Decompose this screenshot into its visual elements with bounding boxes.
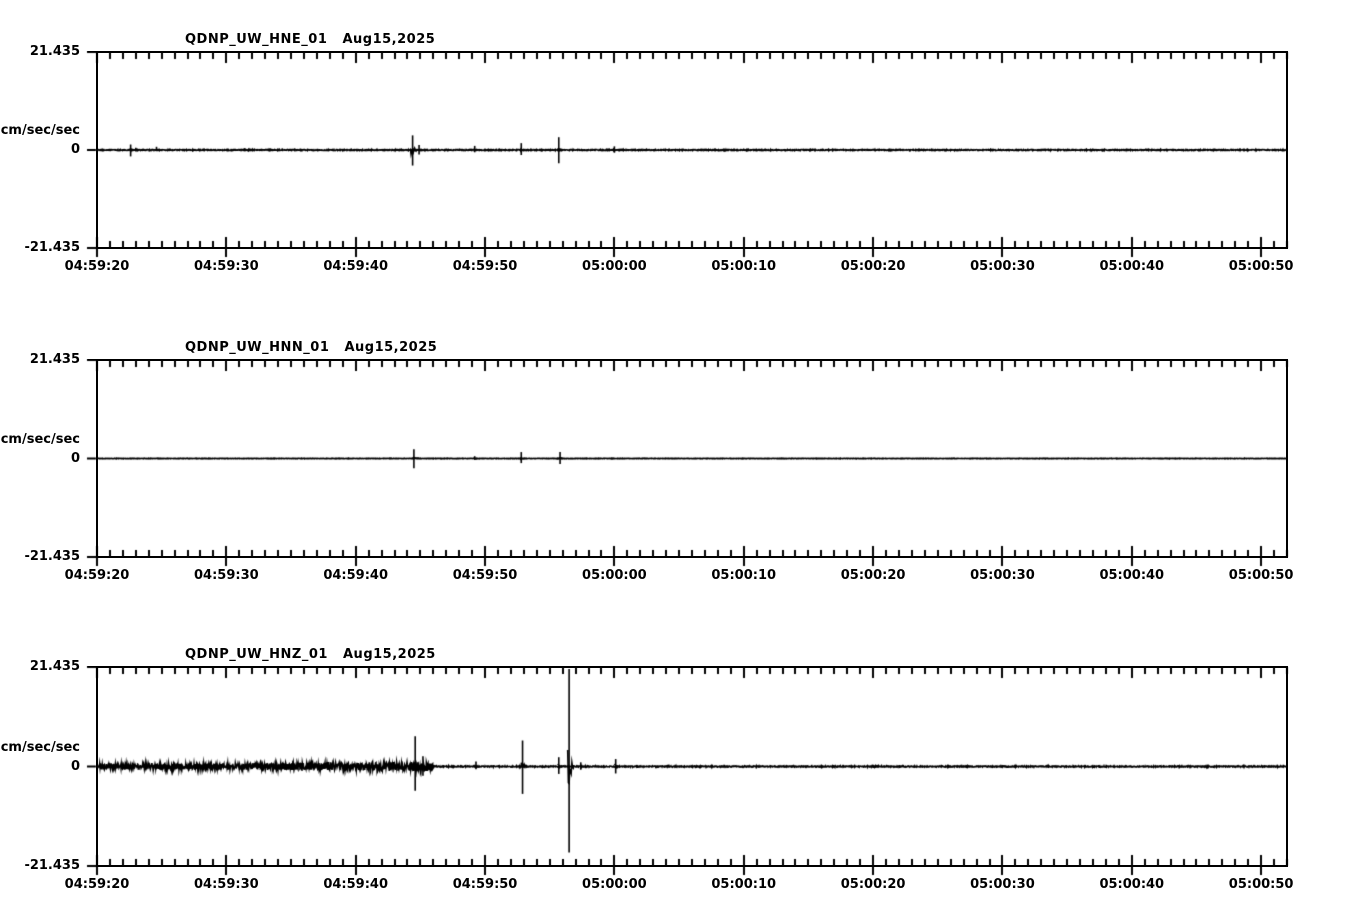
x-axis-tick-label: 04:59:30: [194, 568, 259, 583]
x-axis-tick-label: 04:59:20: [64, 568, 130, 583]
x-axis-tick-label: 05:00:30: [970, 877, 1035, 892]
x-axis-tick-label: 04:59:50: [452, 568, 518, 583]
waveform-trace: [97, 667, 1287, 866]
y-axis-units-label: cm/sec/sec: [0, 123, 80, 138]
x-axis-tick-label: 05:00:10: [711, 568, 777, 583]
x-axis-tick-label: 04:59:20: [64, 259, 130, 274]
x-axis-tick-label: 04:59:40: [323, 259, 389, 274]
x-axis-tick-label: 05:00:30: [970, 568, 1035, 583]
panel-title: QDNP_UW_HNN_01 Aug15,2025: [185, 340, 438, 355]
x-axis-tick-label: 04:59:50: [452, 877, 518, 892]
x-axis-tick-label: 05:00:50: [1228, 259, 1294, 274]
x-axis-tick-label: 05:00:20: [840, 259, 906, 274]
x-axis-tick-label: 05:00:00: [582, 568, 647, 583]
y-axis-min-label: -21.435: [24, 549, 80, 564]
waveform-trace: [97, 52, 1287, 248]
y-axis-units-label: cm/sec/sec: [0, 739, 80, 755]
y-axis-zero-label: 0: [70, 758, 80, 774]
panel-title: QDNP_UW_HNE_01 Aug15,2025: [185, 32, 436, 47]
x-axis-tick-label: 04:59:50: [452, 259, 518, 274]
y-axis-zero-label: 0: [70, 450, 80, 466]
x-axis-tick-label: 05:00:10: [711, 877, 777, 892]
x-axis-tick-label: 05:00:40: [1099, 877, 1165, 892]
y-axis-min-label: -21.435: [24, 858, 80, 873]
x-axis-tick-label: 05:00:20: [840, 877, 906, 892]
y-axis-units-label: cm/sec/sec: [0, 431, 80, 447]
y-axis-max-label: 21.435: [29, 659, 80, 674]
x-axis-tick-label: 05:00:20: [840, 568, 906, 583]
x-axis-tick-label: 05:00:50: [1228, 568, 1294, 583]
x-axis-tick-label: 05:00:50: [1228, 877, 1294, 892]
x-axis-tick-label: 05:00:30: [970, 259, 1035, 274]
x-axis-tick-label: 04:59:30: [194, 877, 259, 892]
y-axis-max-label: 21.435: [29, 44, 80, 59]
x-axis-tick-label: 05:00:10: [711, 259, 777, 274]
x-axis-tick-label: 05:00:00: [582, 259, 647, 274]
x-axis-tick-label: 04:59:30: [194, 259, 259, 274]
x-axis-tick-label: 05:00:40: [1099, 568, 1165, 583]
x-axis-tick-label: 04:59:40: [323, 877, 389, 892]
x-axis-tick-label: 04:59:40: [323, 568, 389, 583]
waveform-trace: [97, 360, 1287, 557]
y-axis-zero-label: 0: [70, 142, 80, 157]
x-axis-tick-label: 05:00:00: [582, 877, 647, 892]
x-axis-tick-label: 04:59:20: [64, 877, 130, 892]
y-axis-min-label: -21.435: [24, 240, 80, 255]
x-axis-tick-label: 05:00:40: [1099, 259, 1165, 274]
panel-title: QDNP_UW_HNZ_01 Aug15,2025: [185, 647, 436, 662]
y-axis-max-label: 21.435: [29, 352, 80, 367]
